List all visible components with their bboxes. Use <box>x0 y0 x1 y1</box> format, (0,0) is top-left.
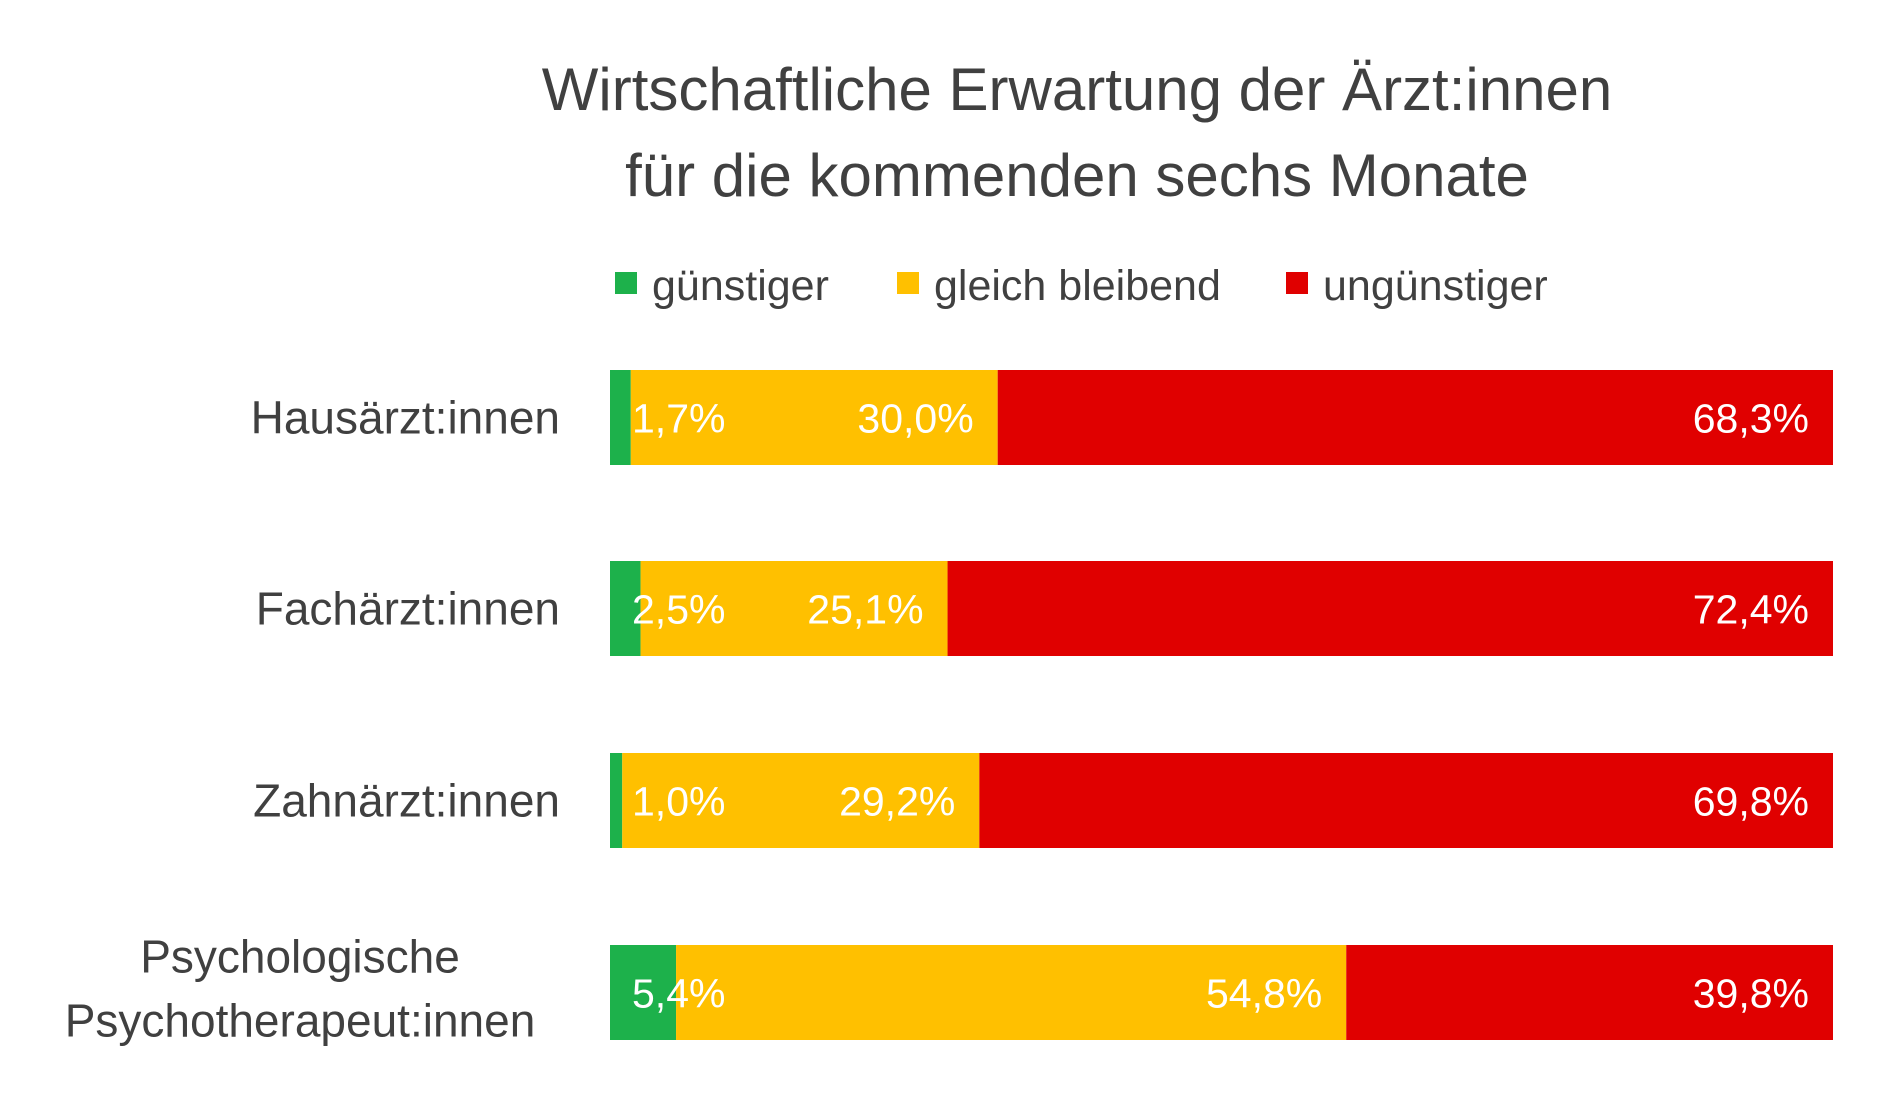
bar-segment-guenstiger <box>610 370 631 465</box>
data-label-unguenstiger: 39,8% <box>1693 971 1809 1017</box>
bar-segment-gleich-bleibend <box>622 753 980 848</box>
data-label-guenstiger: 1,0% <box>632 779 725 825</box>
category-label: Fachärzt:innen <box>256 583 560 635</box>
legend-label: gleich bleibend <box>934 262 1221 310</box>
legend-label: günstiger <box>652 262 829 310</box>
data-label-gleich-bleibend: 29,2% <box>839 779 955 825</box>
bar-segment-guenstiger <box>610 753 623 848</box>
category-axis-labels: Hausärzt:innen Fachärzt:innen Zahnärzt:inn… <box>65 392 560 1047</box>
bar-row-fachaerzt-innen <box>610 561 1833 656</box>
category-label: Zahnärzt:innen <box>253 775 560 827</box>
bars <box>610 370 1833 1040</box>
bar-segment-unguenstiger <box>947 561 1833 656</box>
data-label-unguenstiger: 68,3% <box>1693 396 1809 442</box>
bar-segment-gleich-bleibend <box>630 370 998 465</box>
chart-title-line-2: für die kommenden sechs Monate <box>625 142 1529 209</box>
category-label-line-1: Psychologische <box>140 931 460 983</box>
data-label-gleich-bleibend: 25,1% <box>807 587 923 633</box>
bar-row-hausaerzt-innen <box>610 370 1833 465</box>
data-label-unguenstiger: 72,4% <box>1693 587 1809 633</box>
data-label-guenstiger: 5,4% <box>632 971 725 1017</box>
data-labels: 1,7% 30,0% 68,3% 2,5% 25,1% 72,4% 1,0% 29,2% 69,… <box>632 396 1809 1017</box>
bar-row-zahnaerzt-innen <box>610 753 1833 848</box>
legend-swatch <box>1286 272 1308 294</box>
bar-segment-gleich-bleibend <box>676 945 1347 1040</box>
category-label-line-2: Psychotherapeut:innen <box>65 995 536 1047</box>
legend-swatch <box>897 272 919 294</box>
data-label-gleich-bleibend: 30,0% <box>857 396 973 442</box>
legend-item-guenstiger: günstiger <box>615 262 829 310</box>
legend: günstiger gleich bleibend ungünstiger <box>615 262 1548 310</box>
legend-item-gleich-bleibend: gleich bleibend <box>897 262 1221 310</box>
data-label-unguenstiger: 69,8% <box>1693 779 1809 825</box>
bar-segment-unguenstiger <box>979 753 1833 848</box>
bar-segment-guenstiger <box>610 561 641 656</box>
data-label-guenstiger: 1,7% <box>632 396 725 442</box>
data-label-gleich-bleibend: 54,8% <box>1206 971 1322 1017</box>
category-label: Hausärzt:innen <box>251 392 560 444</box>
legend-swatch <box>615 272 637 294</box>
bar-segment-unguenstiger <box>997 370 1833 465</box>
chart-title: Wirtschaftliche Erwartung der Ärzt:innen… <box>542 56 1612 209</box>
legend-item-unguenstiger: ungünstiger <box>1286 262 1548 310</box>
bar-segment-unguenstiger <box>1346 945 1833 1040</box>
legend-label: ungünstiger <box>1323 262 1548 310</box>
bar-row-psychologische-psychotherapeut-innen <box>610 945 1833 1040</box>
chart-title-line-1: Wirtschaftliche Erwartung der Ärzt:innen <box>542 56 1612 123</box>
bar-segment-gleich-bleibend <box>640 561 948 656</box>
bar-segment-guenstiger <box>610 945 677 1040</box>
data-label-guenstiger: 2,5% <box>632 587 725 633</box>
